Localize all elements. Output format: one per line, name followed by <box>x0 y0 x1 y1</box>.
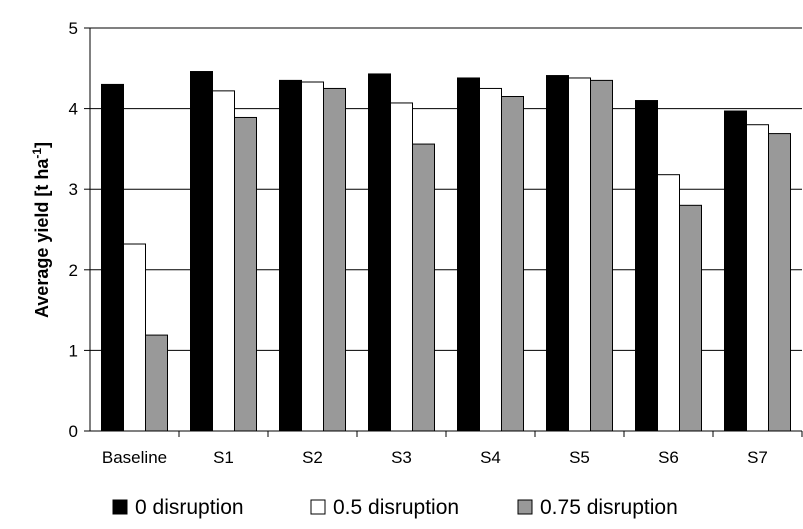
legend-swatch-1 <box>112 499 128 515</box>
bar-baseline-series-3 <box>145 334 168 432</box>
bar-s3-series-3 <box>412 143 435 432</box>
bar-s4-series-1 <box>457 77 480 432</box>
bar-s7-series-3 <box>768 133 791 432</box>
y-tick-label: 4 <box>69 100 78 119</box>
x-tick-label: S7 <box>747 448 768 467</box>
legend-label-1: 0 disruption <box>135 496 244 519</box>
bar-baseline-series-1 <box>101 83 124 432</box>
bars <box>101 71 791 432</box>
y-tick-label: 0 <box>69 422 78 441</box>
x-tick-label: Baseline <box>102 448 167 467</box>
bar-s1-series-2 <box>212 90 235 432</box>
y-tick-labels: 0 1 2 3 4 5 <box>69 19 78 441</box>
legend-swatch-2 <box>310 499 326 515</box>
bar-s5-series-2 <box>568 77 591 432</box>
legend-swatch-3 <box>517 499 533 515</box>
bar-s7-series-2 <box>746 124 769 432</box>
bar-s6-series-2 <box>657 174 680 432</box>
bar-s1-series-1 <box>190 71 213 432</box>
bar-s5-series-1 <box>546 75 569 432</box>
legend: 0 disruption 0.5 disruption 0.75 disruptio… <box>112 496 678 519</box>
bar-s3-series-2 <box>390 102 413 432</box>
legend-label-2: 0.5 disruption <box>333 496 459 519</box>
y-tick-label: 5 <box>69 19 78 38</box>
bar-s2-series-3 <box>323 87 346 432</box>
bar-s6-series-1 <box>635 100 658 432</box>
bar-s2-series-1 <box>279 79 302 432</box>
y-tick-label: 2 <box>69 261 78 280</box>
axes <box>84 27 803 437</box>
x-tick-label: S1 <box>213 448 234 467</box>
x-tick-label: S4 <box>480 448 501 467</box>
x-tick-label: S3 <box>391 448 412 467</box>
y-tick-label: 1 <box>69 341 78 360</box>
legend-label-3: 0.75 disruption <box>540 496 678 519</box>
bar-s6-series-3 <box>679 204 702 432</box>
bar-s2-series-2 <box>301 81 324 432</box>
x-tick-label: S5 <box>569 448 590 467</box>
x-tick-label: S2 <box>302 448 323 467</box>
bar-s1-series-3 <box>234 116 257 432</box>
y-axis-label: Average yield [t ha-1] <box>30 142 52 318</box>
bar-s3-series-1 <box>368 73 391 432</box>
bar-s4-series-2 <box>479 87 502 432</box>
y-tick-label: 3 <box>69 180 78 199</box>
x-tick-label: S6 <box>658 448 679 467</box>
bar-s7-series-1 <box>724 110 747 432</box>
bar-s5-series-3 <box>590 79 613 432</box>
bar-baseline-series-2 <box>123 243 146 432</box>
bar-s4-series-3 <box>501 96 524 432</box>
x-tick-labels: Baseline S1 S2 S3 S4 S5 S6 S7 <box>102 448 768 467</box>
